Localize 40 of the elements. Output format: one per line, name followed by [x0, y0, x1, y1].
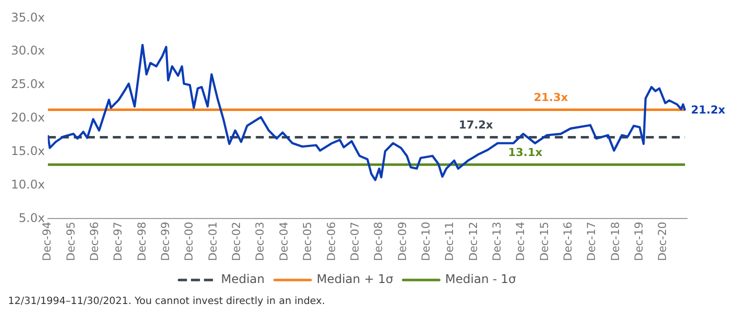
x-tick-label: Dec-99 [159, 222, 172, 262]
y-tick-label: 30.0x [10, 44, 45, 58]
x-tick-label: Dec-01 [206, 222, 220, 262]
x-tick-label: Dec-19 [632, 222, 646, 262]
x-tick-label: Dec-14 [514, 222, 528, 262]
text: 12/31/1994–11/30/2021. You cannot invest directly in an index. [8, 296, 326, 307]
x-tick-label: Dec-95 [64, 222, 78, 262]
x-tick-label: Dec-05 [301, 222, 314, 262]
x-tick-label: Dec-09 [396, 222, 409, 262]
y-tick-label: 35.0x [10, 10, 45, 24]
annotation: 21.3x [534, 91, 568, 104]
legend-label: Median - 1σ [445, 272, 516, 286]
x-tick-label: Dec-03 [254, 222, 267, 262]
x-tick-label: Dec-98 [135, 222, 148, 262]
annotation: 17.2x [458, 118, 494, 132]
y-tick-label: 10.0x [10, 177, 45, 192]
x-tick-label: Dec-97 [112, 222, 125, 262]
x-tick-label: Dec-06 [324, 222, 338, 262]
x-tick-label: Dec-02 [230, 222, 244, 262]
x-tick-label: Dec-04 [277, 222, 290, 262]
x-tick-label: Dec-16 [561, 222, 574, 262]
x-tick-label: Dec-00 [182, 222, 196, 262]
x-tick-label: Dec-13 [490, 222, 504, 262]
x-tick-label: Dec-10 [419, 222, 432, 262]
x-tick-label: Dec-20 [656, 222, 670, 262]
x-tick-label: Dec-08 [372, 222, 386, 262]
y-tick-label: 20.0x [10, 110, 45, 125]
x-tick-label: Dec-11 [443, 222, 456, 262]
x-tick-label: Dec-15 [538, 222, 551, 262]
x-tick-label: Dec-18 [608, 222, 622, 262]
x-tick-label: Dec-07 [348, 222, 362, 262]
x-tick-label: Dec-17 [585, 222, 598, 262]
annotation: 13.1x [508, 146, 542, 159]
y-tick-label: 15.0x [10, 144, 45, 158]
legend-label: Median [220, 272, 265, 286]
x-tick-label: Dec-96 [88, 222, 102, 262]
legend-label: Median + 1σ [316, 272, 394, 286]
x-tick-label: Dec-12 [466, 222, 480, 262]
y-tick-label: 25.0x [10, 77, 45, 92]
annotation: 21.2x [691, 103, 726, 116]
